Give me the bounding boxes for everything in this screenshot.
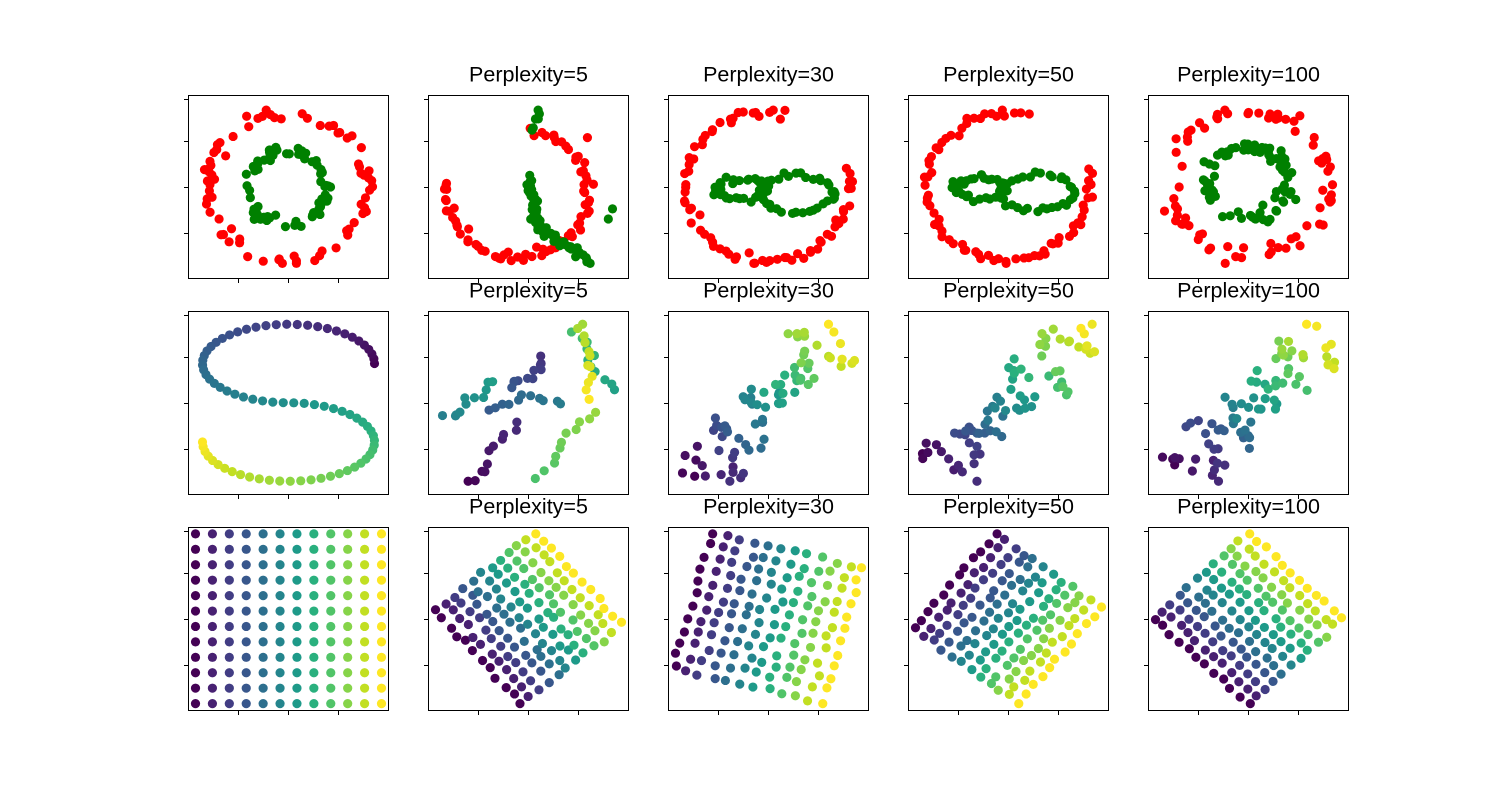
svg-text:Perplexity=100: Perplexity=100 [1177,495,1320,519]
svg-text:Perplexity=50: Perplexity=50 [943,63,1074,87]
svg-text:Perplexity=50: Perplexity=50 [943,495,1074,519]
svg-text:Perplexity=30: Perplexity=30 [703,279,834,303]
svg-text:Perplexity=30: Perplexity=30 [703,495,834,519]
svg-text:Perplexity=5: Perplexity=5 [469,279,588,303]
svg-text:Perplexity=5: Perplexity=5 [469,63,588,87]
svg-text:Perplexity=30: Perplexity=30 [703,63,834,87]
svg-text:Perplexity=5: Perplexity=5 [469,495,588,519]
svg-text:Perplexity=50: Perplexity=50 [943,279,1074,303]
svg-text:Perplexity=100: Perplexity=100 [1177,63,1320,87]
svg-text:Perplexity=100: Perplexity=100 [1177,279,1320,303]
